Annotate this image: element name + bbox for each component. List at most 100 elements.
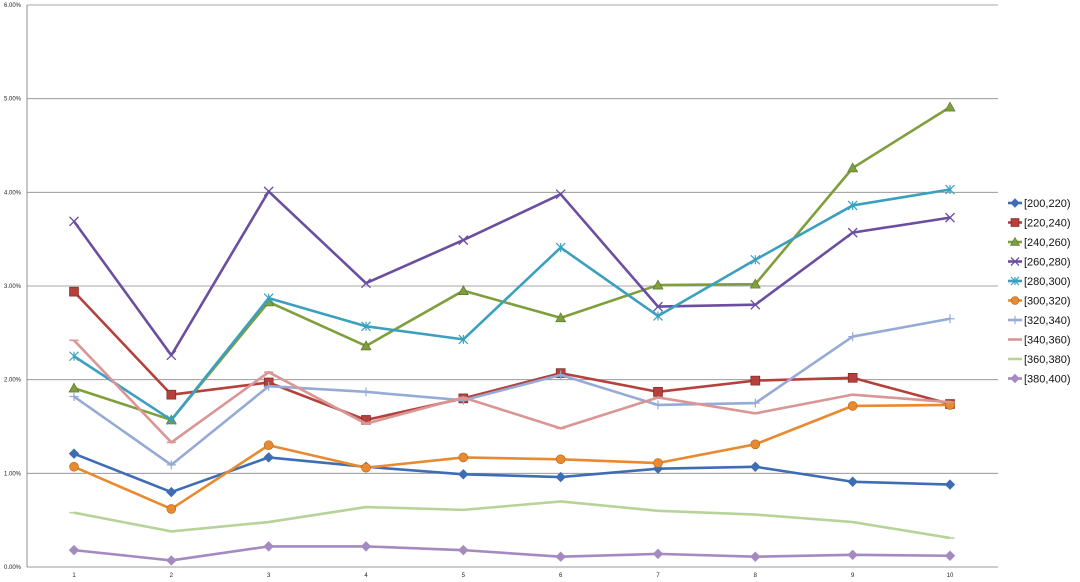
data-point	[166, 350, 177, 361]
data-point	[1010, 373, 1020, 384]
legend-label: [220,240)	[1024, 218, 1070, 230]
x-tick-label: 6	[559, 573, 563, 579]
data-point	[555, 551, 566, 562]
data-point	[166, 389, 177, 400]
legend-label: [260,280)	[1024, 257, 1070, 269]
legend-label: [200,220)	[1024, 198, 1070, 210]
series-5	[69, 400, 955, 514]
data-point	[458, 334, 469, 345]
series-line	[73, 403, 951, 511]
data-point	[847, 549, 858, 561]
data-point	[1011, 316, 1019, 324]
data-point	[945, 212, 955, 223]
legend-label: [340,360)	[1024, 335, 1070, 347]
data-point	[653, 387, 663, 397]
series-line	[72, 190, 951, 357]
series-line	[73, 545, 951, 562]
series-7	[69, 339, 955, 444]
legend-label: [280,300)	[1024, 276, 1070, 288]
data-point	[361, 321, 371, 332]
legend-item: [220,240)	[1008, 218, 1070, 230]
data-point	[1010, 276, 1020, 286]
series-8	[69, 500, 955, 540]
x-tick-label: 9	[851, 573, 855, 579]
legend-item: [240,260)	[1008, 236, 1070, 249]
legend-label: [300,320)	[1024, 296, 1070, 308]
data-point	[749, 278, 761, 289]
data-point	[68, 448, 80, 459]
data-point	[653, 400, 663, 410]
x-tick-label: 8	[754, 573, 758, 579]
data-point	[1010, 296, 1020, 305]
legend-label: [360,380)	[1024, 354, 1070, 366]
data-point	[847, 372, 858, 383]
data-point	[166, 555, 177, 566]
data-point	[68, 382, 80, 393]
data-point	[944, 479, 956, 490]
data-point	[750, 439, 761, 450]
data-point	[69, 216, 79, 227]
data-point	[750, 254, 761, 265]
data-point	[457, 285, 469, 295]
data-point	[1010, 257, 1020, 266]
data-point	[264, 381, 274, 391]
data-point	[69, 461, 79, 472]
series-9	[68, 541, 956, 566]
series-4	[69, 184, 955, 425]
data-point	[750, 375, 761, 386]
y-tick-label: 3.00%	[4, 284, 22, 290]
y-tick-label: 5.00%	[4, 97, 22, 103]
y-tick-label: 0.00%	[4, 565, 22, 571]
legend-item: [260,280)	[1008, 257, 1070, 269]
series-1	[69, 286, 955, 425]
legend: [200,220) [220,240) [240,260) [260,280) [280…	[1008, 198, 1070, 386]
data-point	[69, 286, 79, 297]
data-point	[944, 550, 956, 561]
data-point	[847, 162, 859, 173]
series-6	[69, 314, 955, 470]
data-point	[361, 462, 371, 473]
legend-label: [320,340)	[1024, 315, 1070, 327]
x-tick-label: 3	[267, 573, 271, 579]
data-point	[555, 471, 566, 483]
data-point	[556, 370, 566, 380]
data-point	[1009, 236, 1021, 246]
series-3	[69, 186, 955, 361]
legend-item: [280,300)	[1008, 276, 1070, 288]
data-point	[555, 242, 566, 253]
data-point	[945, 184, 955, 195]
data-point	[360, 340, 372, 351]
data-point	[652, 279, 664, 290]
series-line	[73, 500, 951, 540]
x-tick-label: 10	[947, 573, 954, 579]
series-2	[68, 101, 956, 425]
data-point	[750, 461, 761, 472]
legend-label: [380,400)	[1024, 374, 1070, 386]
y-tick-label: 2.00%	[4, 378, 22, 384]
data-point	[166, 486, 177, 498]
data-point	[361, 387, 371, 397]
data-point	[69, 351, 79, 362]
data-point	[458, 469, 469, 480]
x-axis: 1 2 3 4 5 6 7 8 9 10	[72, 573, 954, 579]
data-point	[555, 189, 566, 200]
data-point	[945, 314, 955, 324]
data-point	[944, 101, 956, 112]
data-point	[69, 392, 79, 402]
series-line	[73, 339, 951, 444]
data-point	[847, 227, 858, 238]
legend-item: [200,220)	[1008, 198, 1070, 210]
data-point	[360, 541, 372, 552]
data-point	[750, 299, 761, 310]
data-point	[263, 440, 274, 451]
data-point	[1010, 218, 1020, 227]
y-tick-label: 1.00%	[4, 471, 22, 477]
x-tick-label: 2	[170, 573, 174, 579]
series-group	[68, 101, 956, 566]
data-point	[263, 541, 274, 552]
series-line	[73, 188, 951, 422]
y-axis: 0.00% 1.00% 2.00% 3.00% 4.00% 5.00% 6.00%	[4, 3, 22, 571]
data-point	[847, 476, 858, 487]
data-point	[750, 398, 760, 408]
